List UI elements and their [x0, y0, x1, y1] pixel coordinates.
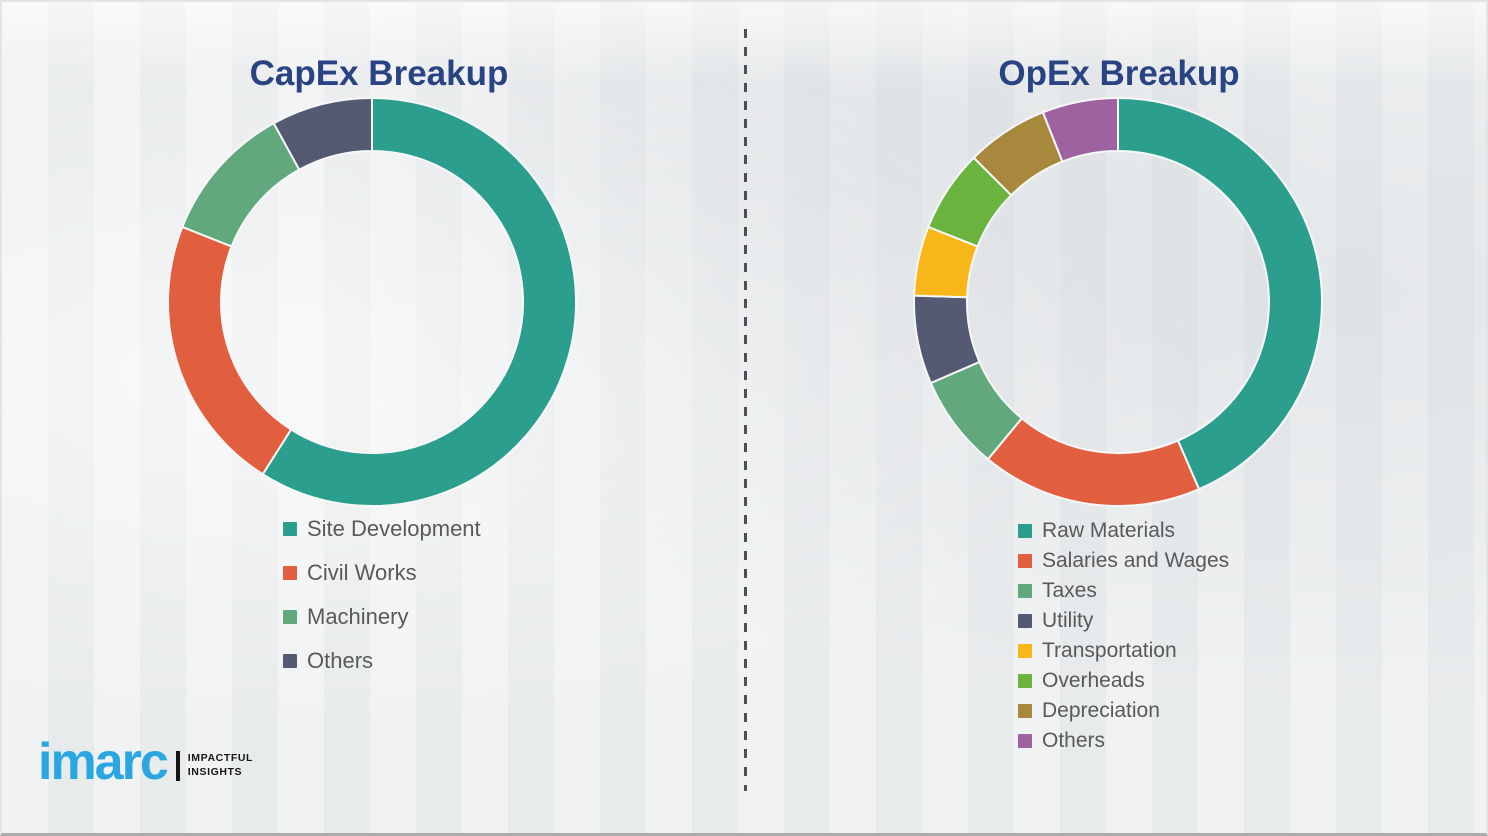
legend-label: Machinery: [307, 603, 409, 629]
legend-item: Depreciation: [1018, 699, 1229, 723]
legend-label: Depreciation: [1042, 699, 1160, 722]
legend-label: Raw Materials: [1042, 519, 1176, 542]
legend-swatch: [1018, 734, 1032, 748]
capex-legend: Site Development Civil Works Machinery Othe…: [283, 515, 481, 691]
legend-swatch: [283, 521, 297, 536]
donut-segment-site-development: [261, 96, 577, 507]
legend-label: Utility: [1042, 609, 1094, 632]
legend-swatch: [1018, 584, 1032, 598]
legend-swatch: [283, 653, 297, 668]
donut-segment-salaries-and-wages: [986, 416, 1201, 507]
legend-swatch: [1018, 524, 1032, 538]
legend-item: Transportation: [1018, 639, 1229, 663]
legend-item: Others: [283, 647, 481, 674]
donut-segment-raw-materials: [1117, 96, 1323, 491]
legend-swatch: [1018, 674, 1032, 688]
legend-label: Salaries and Wages: [1042, 549, 1230, 572]
legend-label: Others: [1042, 729, 1106, 752]
legend-label: Overheads: [1042, 669, 1145, 692]
legend-item: Raw Materials: [1018, 519, 1229, 543]
legend-item: Civil Works: [283, 559, 481, 586]
imarc-logo: imarc IMPACTFUL INSIGHTS: [38, 733, 253, 791]
opex-chart-title: OpEx Breakup: [998, 54, 1240, 94]
opex-legend: Raw Materials Salaries and Wages Taxes Util…: [1018, 519, 1229, 759]
legend-item: Salaries and Wages: [1018, 549, 1229, 573]
legend-label: Others: [307, 647, 374, 673]
donut-segment-others: [1041, 96, 1119, 163]
legend-item: Site Development: [283, 515, 481, 542]
donut-svg: [167, 96, 577, 507]
legend-swatch: [1018, 614, 1032, 628]
logo-tagline-line2: INSIGHTS: [187, 766, 243, 778]
donut-svg: [913, 96, 1323, 507]
legend-item: Utility: [1018, 609, 1229, 633]
legend-swatch: [1018, 704, 1032, 718]
legend-item: Others: [1018, 729, 1229, 753]
logo-tagline: IMPACTFUL INSIGHTS: [188, 751, 253, 781]
legend-label: Taxes: [1042, 579, 1097, 602]
legend-label: Civil Works: [307, 559, 417, 585]
imarc-logo-text: imarc: [38, 733, 169, 791]
capex-chart-title: CapEx Breakup: [249, 54, 509, 94]
legend-label: Transportation: [1042, 639, 1177, 662]
legend-swatch: [1018, 644, 1032, 658]
donut-segment-others: [272, 96, 373, 172]
vertical-dashed-divider: [744, 29, 747, 791]
legend-swatch: [283, 609, 297, 624]
legend-swatch: [1018, 554, 1032, 568]
donut-segment-civil-works: [167, 225, 293, 476]
opex-donut-chart: [912, 96, 1324, 508]
logo-divider-bar: [175, 751, 180, 781]
legend-label: Site Development: [307, 515, 481, 541]
legend-swatch: [283, 565, 297, 580]
logo-tagline-line1: IMPACTFUL: [187, 752, 254, 765]
legend-item: Machinery: [283, 603, 481, 630]
legend-item: Overheads: [1018, 669, 1229, 693]
legend-item: Taxes: [1018, 579, 1229, 603]
donut-segment-machinery: [181, 121, 301, 248]
capex-donut-chart: [166, 96, 578, 508]
